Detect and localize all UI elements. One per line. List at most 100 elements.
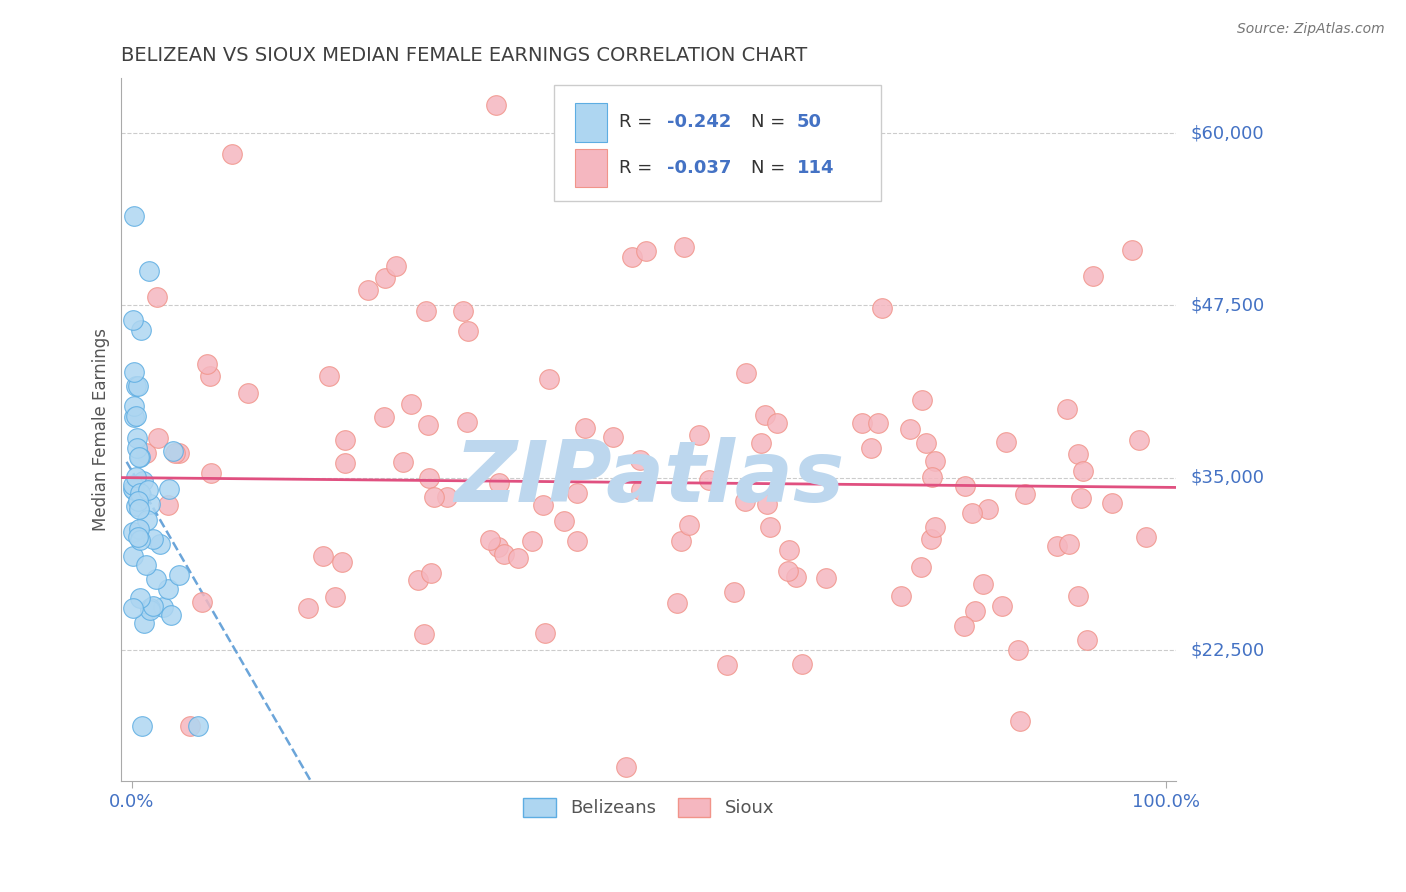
Point: [1057, 536, 1080, 550]
Point: [135, 446, 157, 460]
Point: [924, 454, 946, 468]
Point: [124, 499, 146, 513]
Point: [628, 453, 651, 467]
Point: [423, 491, 446, 505]
Point: [127, 494, 149, 508]
Point: [121, 524, 143, 539]
Point: [814, 571, 837, 585]
Point: [121, 601, 143, 615]
Point: [122, 483, 145, 497]
Point: [776, 564, 799, 578]
Point: [399, 397, 422, 411]
Point: [128, 591, 150, 605]
Point: [920, 532, 942, 546]
Point: [195, 358, 218, 372]
Point: [179, 719, 201, 733]
Point: [688, 428, 710, 442]
Point: [1046, 539, 1069, 553]
Point: [734, 493, 756, 508]
Point: [866, 417, 889, 431]
Point: [200, 466, 222, 480]
Point: [494, 547, 516, 561]
Point: [754, 409, 776, 423]
Point: [456, 416, 478, 430]
Point: [131, 719, 153, 733]
Point: [418, 471, 440, 485]
Point: [574, 421, 596, 435]
Point: [146, 431, 169, 445]
Point: [221, 146, 243, 161]
Point: [125, 469, 148, 483]
Point: [312, 549, 335, 563]
Point: [479, 533, 502, 548]
Point: [953, 479, 976, 493]
Point: [508, 551, 530, 566]
FancyBboxPatch shape: [554, 85, 882, 201]
Point: [723, 585, 745, 599]
Point: [373, 410, 395, 425]
Point: [678, 518, 700, 533]
Point: [520, 534, 543, 549]
Point: [333, 433, 356, 447]
Point: [139, 497, 162, 511]
Point: [756, 497, 779, 511]
Point: [1014, 487, 1036, 501]
Point: [132, 615, 155, 630]
Point: [621, 250, 644, 264]
Point: [991, 599, 1014, 613]
Point: [157, 498, 180, 512]
Point: [121, 313, 143, 327]
Point: [533, 625, 555, 640]
Point: [138, 264, 160, 278]
Point: [457, 325, 479, 339]
Point: [1066, 589, 1088, 603]
FancyBboxPatch shape: [575, 103, 606, 142]
Point: [162, 444, 184, 458]
Point: [778, 543, 800, 558]
Point: [413, 627, 436, 641]
Point: [915, 435, 938, 450]
Point: [965, 604, 987, 618]
Point: [1056, 401, 1078, 416]
Point: [634, 244, 657, 259]
Point: [167, 567, 190, 582]
Point: [125, 409, 148, 424]
Point: [972, 576, 994, 591]
Point: [735, 367, 758, 381]
Point: [488, 475, 510, 490]
Text: N =: N =: [751, 159, 792, 177]
Point: [860, 441, 883, 455]
Point: [128, 533, 150, 547]
Point: [142, 532, 165, 546]
Point: [953, 619, 976, 633]
Point: [356, 283, 378, 297]
Text: R =: R =: [620, 159, 658, 177]
Point: [323, 590, 346, 604]
Point: [374, 270, 396, 285]
Y-axis label: Median Female Earnings: Median Female Earnings: [93, 328, 110, 531]
Point: [122, 209, 145, 223]
Point: [159, 607, 181, 622]
Text: N =: N =: [751, 113, 792, 131]
Point: [1071, 464, 1094, 478]
Point: [167, 446, 190, 460]
Point: [187, 719, 209, 733]
Point: [156, 582, 179, 597]
Point: [630, 483, 652, 498]
Point: [669, 534, 692, 549]
Point: [672, 239, 695, 253]
Point: [128, 502, 150, 516]
Point: [419, 566, 441, 580]
Point: [792, 657, 814, 672]
Point: [200, 369, 222, 384]
Point: [149, 537, 172, 551]
Point: [921, 470, 943, 484]
Point: [890, 589, 912, 603]
Text: 114: 114: [797, 159, 834, 177]
Point: [1010, 714, 1032, 729]
Point: [122, 478, 145, 492]
Point: [318, 368, 340, 383]
Point: [1076, 632, 1098, 647]
Point: [977, 502, 1000, 516]
Point: [759, 520, 782, 534]
